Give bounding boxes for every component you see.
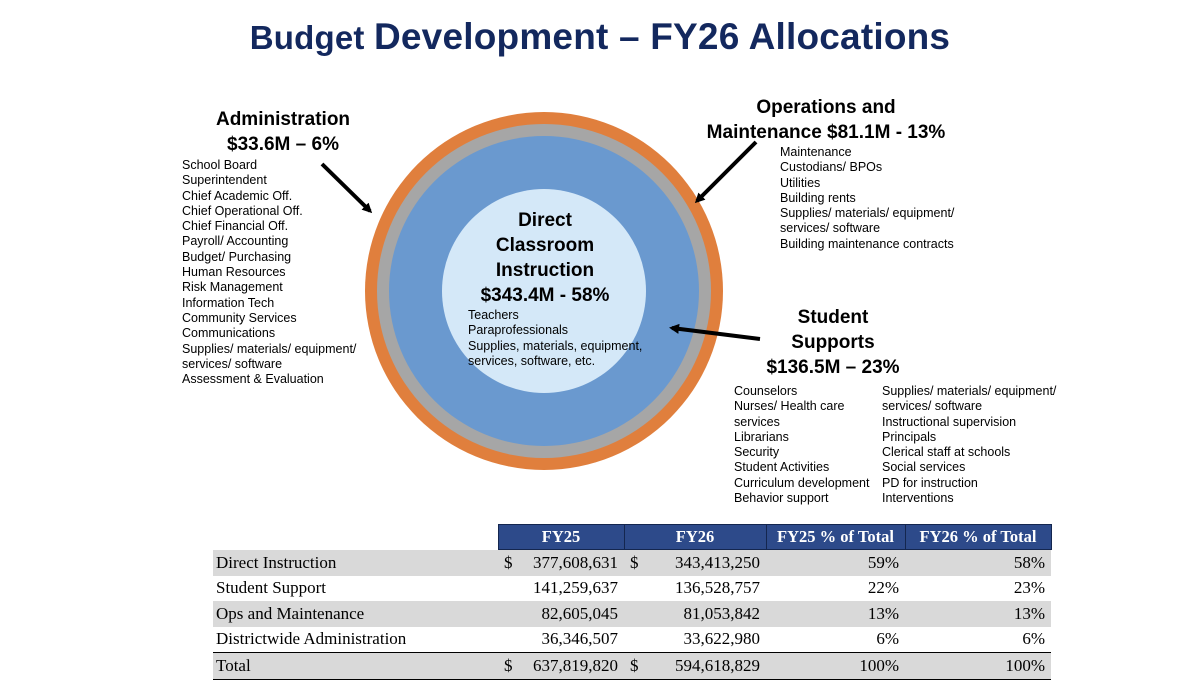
fy25-cell: $637,819,820 — [498, 652, 624, 680]
list-item: Behavior support — [734, 491, 829, 506]
fy25-pct-cell: 59% — [766, 549, 905, 576]
list-item: Supplies/ materials/ equipment/ — [882, 384, 1057, 398]
header-fy25: FY25 — [497, 524, 625, 550]
list-item: Supplies/ materials/ equipment/ — [182, 341, 357, 356]
fy25-pct-cell: 13% — [766, 601, 905, 627]
fy26-cell: 33,622,980 — [683, 629, 761, 649]
direct-instruction-list: Teachers Paraprofessionals Supplies, mat… — [468, 308, 642, 369]
operations-list: Maintenance Custodians/ BPOs Utilities B… — [780, 145, 954, 252]
list-item: Interventions — [882, 491, 954, 506]
list-item: Principals — [882, 429, 937, 444]
table-row: Ops and Maintenance 82,605,045 81,053,84… — [213, 601, 1051, 627]
list-item: Chief Academic Off. — [182, 188, 293, 203]
administration-arrow — [320, 162, 373, 214]
budget-table: FY25 FY26 FY25 % of Total FY26 % of Tota… — [213, 524, 1052, 680]
header-fy25-pct: FY25 % of Total — [765, 524, 906, 550]
list-item: services, software, etc. — [468, 353, 596, 368]
list-item: services — [734, 414, 780, 429]
list-item: School Board — [182, 158, 258, 172]
list-item: Counselors — [734, 384, 798, 398]
list-item: services/ software — [780, 221, 881, 236]
list-item: services/ software — [182, 356, 283, 371]
fy26-cell: 136,528,757 — [675, 578, 760, 598]
table-row: Student Support 141,259,637 136,528,757 … — [213, 576, 1051, 602]
student-supports-arrow — [669, 323, 761, 341]
list-item: Information Tech — [182, 295, 275, 310]
table-row: Districtwide Administration 36,346,507 3… — [213, 627, 1051, 653]
list-item: Security — [734, 445, 780, 460]
row-label: Ops and Maintenance — [213, 601, 498, 627]
fy25-cell: 141,259,637 — [533, 578, 618, 598]
list-item: Budget/ Purchasing — [182, 249, 292, 264]
list-item: Custodians/ BPOs — [780, 160, 883, 175]
operations-heading: Operations and Maintenance $81.1M - 13% — [706, 97, 946, 143]
student-supports-list-left: Counselors Nurses/ Health care services … — [734, 384, 869, 506]
list-item: Supplies, materials, equipment, — [468, 338, 643, 353]
list-item: Nurses/ Health care — [734, 399, 845, 414]
list-item: services/ software — [882, 399, 983, 414]
list-item: Payroll/ Accounting — [182, 234, 289, 249]
fy25-cell: 82,605,045 — [498, 601, 624, 627]
list-item: Chief Operational Off. — [182, 203, 303, 218]
list-item: Assessment & Evaluation — [182, 372, 324, 387]
table-header-blank — [213, 525, 498, 550]
list-item: Utilities — [780, 175, 821, 190]
table-header-row: FY25 FY26 FY25 % of Total FY26 % of Tota… — [213, 524, 1052, 550]
row-label: Districtwide Administration — [216, 629, 407, 649]
list-item: Clerical staff at schools — [882, 445, 1011, 460]
list-item: Maintenance — [780, 145, 852, 159]
list-item: Instructional supervision — [882, 414, 1017, 429]
operations-arrow — [694, 140, 758, 204]
list-item: Social services — [882, 460, 966, 475]
list-item: Paraprofessionals — [468, 323, 569, 338]
list-item: Building maintenance contracts — [780, 236, 954, 251]
list-item: Librarians — [734, 429, 789, 444]
list-item: Superintendent — [182, 173, 267, 188]
fy26-pct-cell: 6% — [1022, 629, 1045, 649]
header-fy26-pct: FY26 % of Total — [904, 524, 1052, 550]
table-row-total: Total $637,819,820 $594,618,829 100% 100… — [213, 652, 1051, 680]
fy25-cell: $377,608,631 — [498, 549, 624, 576]
administration-list: School Board Superintendent Chief Academ… — [182, 158, 356, 387]
fy26-pct-cell: 13% — [905, 601, 1051, 627]
list-item: Communications — [182, 326, 276, 341]
fy25-cell: 36,346,507 — [541, 629, 619, 649]
list-item: Community Services — [182, 310, 297, 325]
fy25-pct-cell: 22% — [867, 578, 899, 598]
table-row: Direct Instruction $377,608,631 $343,413… — [213, 549, 1051, 576]
row-label: Student Support — [216, 578, 327, 598]
direct-instruction-heading: Direct Classroom Instruction $343.4M - 5… — [480, 210, 610, 306]
fy26-cell: $594,618,829 — [624, 652, 766, 680]
fy26-pct-cell: 100% — [905, 652, 1051, 680]
list-item: Human Resources — [182, 265, 286, 280]
list-item: PD for instruction — [882, 475, 978, 490]
direct-instruction-center — [442, 189, 646, 393]
list-item: Teachers — [468, 308, 519, 322]
student-supports-heading: Student Supports $136.5M – 23% — [766, 307, 900, 378]
header-fy26: FY26 — [623, 524, 767, 550]
list-item: Supplies/ materials/ equipment/ — [780, 206, 955, 221]
student-supports-list-right: Supplies/ materials/ equipment/ services… — [882, 384, 1056, 506]
list-item: Chief Financial Off. — [182, 219, 289, 234]
fy25-pct-cell: 6% — [876, 629, 899, 649]
fy26-pct-cell: 23% — [1013, 578, 1045, 598]
administration-heading: Administration $33.6M – 6% — [215, 109, 351, 155]
fy26-cell: $343,413,250 — [624, 549, 766, 576]
fy26-cell: 81,053,842 — [624, 601, 766, 627]
fy25-pct-cell: 100% — [766, 652, 905, 680]
list-item: Curriculum development — [734, 475, 870, 490]
list-item: Student Activities — [734, 460, 830, 475]
fy26-pct-cell: 58% — [905, 549, 1051, 576]
page-title: Budget Development – FY26 Allocations — [249, 16, 951, 57]
list-item: Building rents — [780, 190, 856, 205]
list-item: Risk Management — [182, 280, 283, 295]
row-label: Total — [213, 652, 498, 680]
row-label: Direct Instruction — [213, 549, 498, 576]
